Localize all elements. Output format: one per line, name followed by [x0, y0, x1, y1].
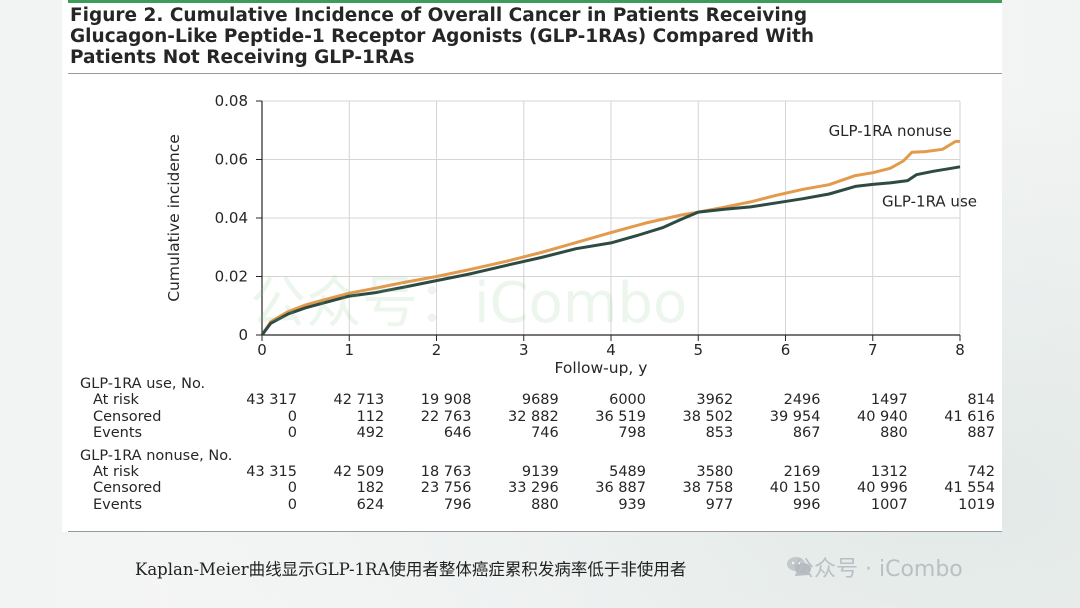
- y-tick-label: 0.08: [215, 92, 248, 110]
- risk-table-cell: 3962: [696, 392, 734, 409]
- risk-table-cell: 1019: [958, 496, 995, 513]
- risk-table-cell: 853: [705, 425, 734, 442]
- risk-table-cell: 0: [287, 480, 297, 497]
- risk-table-cell: 624: [356, 496, 385, 513]
- risk-table-cell: 880: [531, 496, 559, 513]
- figure-title-line-3: Patients Not Receiving GLP-1RAs: [70, 47, 415, 68]
- table-divider: [68, 531, 1002, 532]
- risk-table-cell: 1497: [870, 392, 908, 409]
- risk-table-cell: 492: [356, 425, 385, 442]
- risk-table-cell: 1007: [870, 496, 908, 513]
- risk-table-cell: 867: [792, 425, 821, 442]
- risk-table-cell: 9689: [521, 392, 559, 409]
- risk-table-cell: 36 519: [595, 408, 646, 425]
- risk-table-cell: 1312: [870, 464, 908, 480]
- risk-group-title: GLP-1RA nonuse, No.: [80, 447, 233, 464]
- risk-table-cell: 939: [618, 496, 646, 513]
- risk-table-cell: 22 763: [420, 408, 472, 425]
- series-line-glp-1ra-use: [260, 165, 961, 336]
- x-tick-label: 2: [432, 341, 442, 359]
- y-axis-label: Cumulative incidence: [165, 134, 183, 302]
- risk-table-cell: 43 315: [246, 464, 297, 480]
- figure-caption: Kaplan-Meier曲线显示GLP-1RA使用者整体癌症累积发病率低于非使用…: [135, 560, 687, 579]
- risk-row-label: At risk: [93, 464, 139, 480]
- risk-table-cell: 6000: [609, 392, 646, 409]
- risk-table-cell: 39 954: [769, 408, 821, 425]
- risk-table-cell: 38 502: [682, 408, 734, 425]
- risk-table-cell: 112: [356, 408, 385, 425]
- risk-row-label: Events: [93, 496, 143, 513]
- x-tick-label: 7: [868, 341, 878, 359]
- risk-table-cell: 798: [618, 425, 646, 442]
- risk-table-cell: 996: [792, 496, 821, 513]
- risk-table-cell: 32 882: [508, 408, 559, 425]
- risk-table-cell: 18 763: [420, 464, 472, 480]
- risk-table-cell: 182: [356, 480, 385, 497]
- risk-group-title: GLP-1RA use, No.: [80, 376, 206, 392]
- title-divider: [68, 73, 1002, 74]
- x-tick-label: 4: [606, 341, 616, 359]
- risk-table-cell: 2496: [783, 392, 821, 409]
- risk-table-cell: 887: [967, 425, 995, 442]
- risk-table-cell: 796: [443, 496, 472, 513]
- top-accent-rule: [68, 0, 1002, 3]
- chart-labels: 0 0.02 0.04 0.06 0.08 0 1 2 3 4 5 6 7 8 Follow-up, y Cu…: [165, 92, 977, 377]
- y-tick-label: 0: [238, 326, 248, 344]
- x-tick-label: 1: [344, 341, 354, 359]
- figure-title-line-2: Glucagon-Like Peptide-1 Receptor Agonist…: [70, 26, 815, 47]
- x-tick-label: 5: [693, 341, 703, 359]
- risk-table-cell: 40 150: [769, 480, 821, 497]
- series: [260, 139, 961, 336]
- risk-row-label: At risk: [93, 392, 139, 409]
- y-tick-label: 0.04: [215, 209, 248, 227]
- risk-table-cell: 9139: [521, 464, 559, 480]
- risk-table-cell: 3580: [696, 464, 734, 480]
- risk-table-cell: 33 296: [508, 480, 559, 497]
- axes: [256, 100, 961, 341]
- risk-table-cell: 880: [880, 425, 908, 442]
- risk-table-cell: 5489: [609, 464, 646, 480]
- y-tick-label: 0.02: [215, 268, 248, 286]
- series-annotation-glp-1ra-nonuse: GLP-1RA nonuse: [829, 122, 952, 140]
- risk-table-cell: 19 908: [420, 392, 472, 409]
- risk-row-label: Events: [93, 425, 143, 442]
- risk-table-cell: 36 887: [595, 480, 646, 497]
- risk-table-cell: 38 758: [682, 480, 734, 497]
- risk-table-cell: 41 616: [944, 408, 995, 425]
- series-annotation-glp-1ra-use: GLP-1RA use: [882, 192, 977, 210]
- x-tick-label: 0: [257, 341, 267, 359]
- risk-table-cell: 0: [287, 496, 297, 513]
- risk-table-cell: 977: [705, 496, 734, 513]
- risk-table-cell: 646: [443, 425, 472, 442]
- risk-table-cell: 42 713: [333, 392, 385, 409]
- figure-panel: [62, 0, 1002, 532]
- risk-table-cell: 0: [287, 425, 297, 442]
- risk-table-cell: 40 996: [857, 480, 908, 497]
- risk-table-cell: 40 940: [857, 408, 908, 425]
- risk-table-cell: 42 509: [333, 464, 385, 480]
- risk-row-label: Censored: [93, 408, 162, 425]
- x-axis-label: Follow-up, y: [555, 359, 648, 377]
- figure-title: Figure 2. Cumulative Incidence of Overal…: [70, 5, 1000, 68]
- y-tick-label: 0.06: [215, 151, 248, 169]
- risk-row-label: Censored: [93, 480, 162, 497]
- risk-table-cell: 742: [967, 464, 995, 480]
- wechat-icon: [787, 557, 811, 575]
- figure-title-line-1: Figure 2. Cumulative Incidence of Overal…: [70, 5, 808, 26]
- x-tick-label: 6: [781, 341, 791, 359]
- risk-table-cell: 746: [531, 425, 559, 442]
- x-tick-label: 8: [955, 341, 965, 359]
- x-tick-label: 3: [519, 341, 529, 359]
- risk-table-cell: 41 554: [944, 480, 995, 497]
- risk-table-cell: 2169: [783, 464, 821, 480]
- risk-table-cell: 0: [287, 408, 297, 425]
- risk-table-cell: 814: [967, 392, 995, 409]
- risk-table-cell: 43 317: [246, 392, 297, 409]
- risk-table-cell: 23 756: [420, 480, 472, 497]
- series-line-glp-1ra-nonuse: [260, 139, 960, 336]
